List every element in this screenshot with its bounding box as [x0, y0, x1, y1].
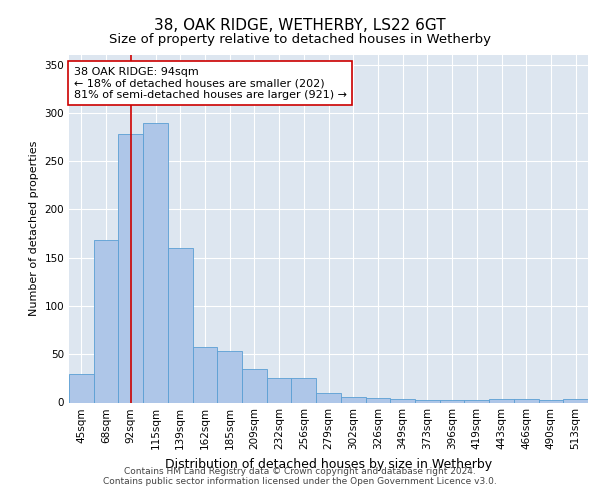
Bar [341, 396, 365, 402]
Bar [514, 398, 539, 402]
Bar [94, 240, 118, 402]
Bar [464, 400, 489, 402]
Bar [267, 378, 292, 402]
Bar [415, 400, 440, 402]
Text: Contains public sector information licensed under the Open Government Licence v3: Contains public sector information licen… [103, 477, 497, 486]
Text: Size of property relative to detached houses in Wetherby: Size of property relative to detached ho… [109, 32, 491, 46]
Bar [316, 393, 341, 402]
X-axis label: Distribution of detached houses by size in Wetherby: Distribution of detached houses by size … [165, 458, 492, 471]
Y-axis label: Number of detached properties: Number of detached properties [29, 141, 39, 316]
Bar [193, 346, 217, 403]
Text: 38, OAK RIDGE, WETHERBY, LS22 6GT: 38, OAK RIDGE, WETHERBY, LS22 6GT [154, 18, 446, 32]
Bar [292, 378, 316, 402]
Bar [563, 398, 588, 402]
Bar [539, 400, 563, 402]
Bar [440, 400, 464, 402]
Bar [489, 398, 514, 402]
Bar [390, 398, 415, 402]
Bar [69, 374, 94, 402]
Text: Contains HM Land Registry data © Crown copyright and database right 2024.: Contains HM Land Registry data © Crown c… [124, 467, 476, 476]
Bar [143, 122, 168, 402]
Bar [168, 248, 193, 402]
Bar [242, 368, 267, 402]
Bar [365, 398, 390, 402]
Bar [118, 134, 143, 402]
Bar [217, 352, 242, 403]
Text: 38 OAK RIDGE: 94sqm
← 18% of detached houses are smaller (202)
81% of semi-detac: 38 OAK RIDGE: 94sqm ← 18% of detached ho… [74, 66, 347, 100]
